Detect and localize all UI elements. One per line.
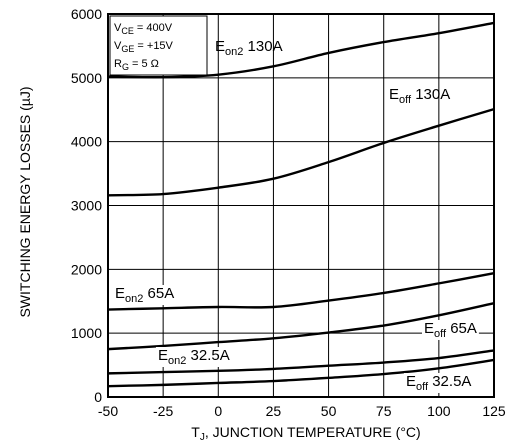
series-label: Eon2 130A xyxy=(215,38,283,58)
condition-line: RG = 5 Ω xyxy=(114,58,159,72)
series-line xyxy=(107,358,495,388)
series-label-sub: off xyxy=(399,94,412,106)
series-line xyxy=(107,349,495,375)
condition-main: R xyxy=(114,58,122,70)
condition-line: VCE = 400V xyxy=(114,22,173,36)
y-tick-label: 5000 xyxy=(71,70,102,86)
svg-text:Eon2 32.5A: Eon2 32.5A xyxy=(158,347,230,367)
series-label-bg xyxy=(422,320,479,340)
series-label-rest: 65A xyxy=(446,320,477,337)
series-line xyxy=(107,21,495,79)
series-label-rest: 32.5A xyxy=(428,373,471,390)
grid-lines xyxy=(107,13,495,398)
y-tick-label: 0 xyxy=(94,389,102,405)
condition-rest: = +15V xyxy=(134,40,173,52)
series-label-bg xyxy=(156,347,232,367)
condition-main: V xyxy=(114,40,122,52)
series-line xyxy=(107,301,495,351)
x-tick-label: 125 xyxy=(482,403,506,419)
series-label-sub: on2 xyxy=(225,46,243,58)
series-curves xyxy=(107,21,495,388)
conditions-frame xyxy=(109,15,208,76)
series-label-bg xyxy=(113,285,177,305)
series-label-main: E xyxy=(424,320,434,337)
y-tick-labels: 0 1000 2000 3000 4000 5000 6000 xyxy=(71,6,102,405)
series-line xyxy=(107,107,495,197)
condition-rest: = 5 Ω xyxy=(129,58,159,70)
y-tick-label: 6000 xyxy=(71,6,102,22)
condition-line: VGE = +15V xyxy=(114,40,174,54)
x-axis-label: TJ, JUNCTION TEMPERATURE (°C) xyxy=(191,424,420,443)
svg-text:Eon2 130A: Eon2 130A xyxy=(215,38,283,58)
plot-frame xyxy=(107,13,495,398)
series-label-main: E xyxy=(389,86,399,103)
x-tick-label: -25 xyxy=(153,403,173,419)
x-tick-label: 0 xyxy=(214,403,222,419)
series-label-main: E xyxy=(406,373,416,390)
condition-rest: = 400V xyxy=(134,22,173,34)
condition-sub: GE xyxy=(121,44,134,54)
x-tick-label: 25 xyxy=(266,403,282,419)
y-axis-label: SWITCHING ENERGY LOSSES (µJ) xyxy=(17,86,33,317)
series-label: Eoff 130A xyxy=(389,86,450,106)
y-tick-label: 2000 xyxy=(71,261,102,277)
series-label: Eoff 32.5A xyxy=(404,373,474,393)
series-label-rest: 130A xyxy=(243,38,282,55)
y-tick-label: 4000 xyxy=(71,134,102,150)
x-tick-label: 100 xyxy=(427,403,451,419)
series-label-main: E xyxy=(158,347,168,364)
series-label-bg xyxy=(404,373,474,393)
x-axis-label-rest: , JUNCTION TEMPERATURE (°C) xyxy=(205,424,421,440)
series-label: Eoff 65A xyxy=(422,320,479,340)
x-tick-labels: -50 -25 0 25 50 75 100 125 xyxy=(98,403,506,419)
series-label-sub: off xyxy=(416,381,429,393)
svg-text:Eoff 32.5A: Eoff 32.5A xyxy=(406,373,471,393)
series-label: Eon2 32.5A xyxy=(156,347,232,367)
y-tick-label: 3000 xyxy=(71,198,102,214)
series-label-sub: on2 xyxy=(168,355,186,367)
x-axis-label-main: T xyxy=(191,424,200,440)
series-label-rest: 32.5A xyxy=(186,347,229,364)
series-label-main: E xyxy=(115,285,125,302)
svg-text:Eoff 130A: Eoff 130A xyxy=(389,86,450,106)
series-label-rest: 130A xyxy=(411,86,450,103)
condition-sub: G xyxy=(122,62,129,72)
x-tick-label: -50 xyxy=(98,403,118,419)
series-line xyxy=(107,271,495,311)
series-label-main: E xyxy=(215,38,225,55)
y-tick-label: 1000 xyxy=(71,325,102,341)
x-tick-label: 75 xyxy=(376,403,392,419)
x-tick-label: 50 xyxy=(321,403,337,419)
svg-text:Eoff 65A: Eoff 65A xyxy=(424,320,477,340)
series-label: Eon2 65A xyxy=(113,285,177,305)
condition-sub: CE xyxy=(121,26,134,36)
x-axis-label-sub: J xyxy=(200,432,205,443)
condition-main: V xyxy=(114,22,122,34)
series-label-sub: off xyxy=(434,328,447,340)
series-label-rest: 65A xyxy=(143,285,174,302)
series-label-sub: on2 xyxy=(125,293,143,305)
svg-text:Eon2 65A: Eon2 65A xyxy=(115,285,174,305)
